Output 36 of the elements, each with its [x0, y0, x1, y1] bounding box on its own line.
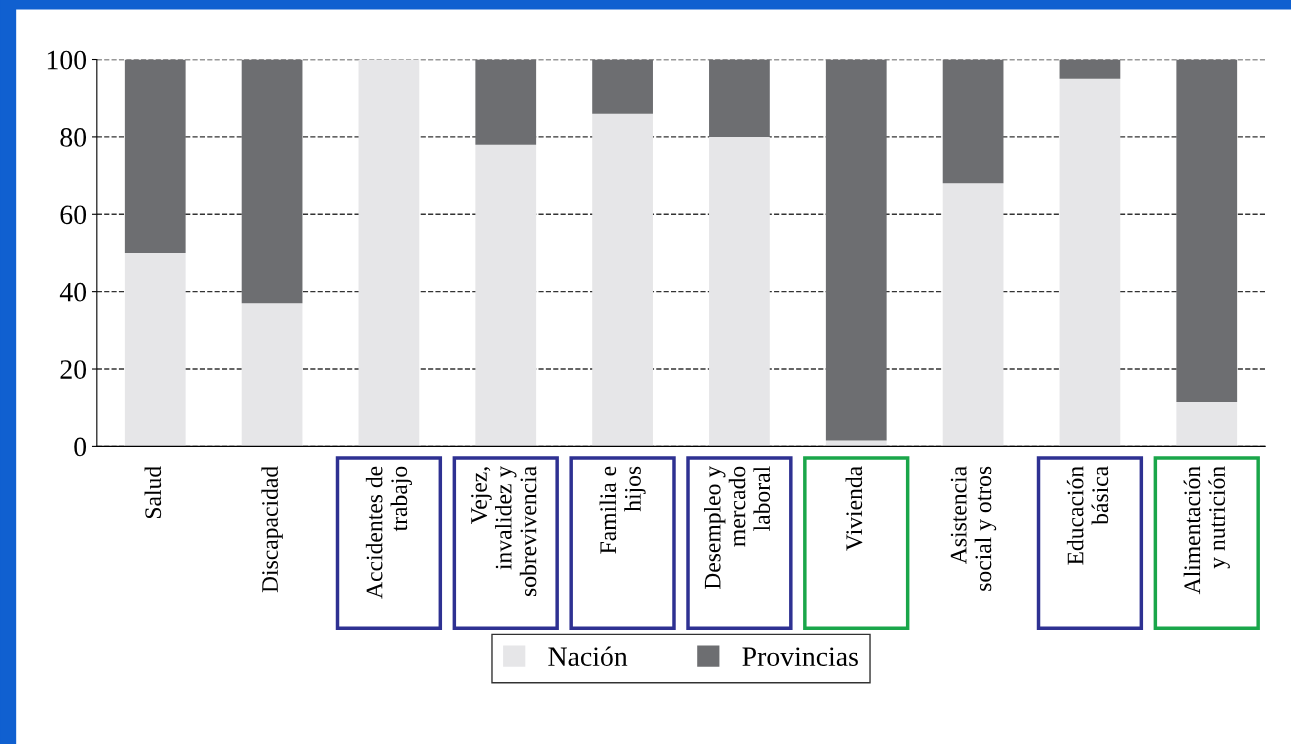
x-tick-label: Educación básica: [1066, 466, 1109, 565]
y-tick-label: 20: [60, 360, 87, 379]
x-tick-label: Asistencia social y otros: [950, 466, 997, 591]
bar: [241, 59, 303, 304]
bar: [1176, 59, 1238, 402]
bar: [1059, 59, 1121, 79]
bar: [124, 59, 186, 253]
bar: [942, 59, 1004, 184]
x-tick-label: Familia e hijos: [599, 466, 646, 554]
bar: [709, 59, 770, 137]
legend-label: Provincias: [742, 647, 858, 667]
bar: [825, 59, 887, 441]
bar: [592, 59, 653, 114]
bar: [358, 59, 420, 447]
bar: [475, 59, 537, 145]
bar: [475, 144, 537, 447]
bar: [709, 136, 770, 447]
bar: [1059, 78, 1121, 447]
bar: [942, 183, 1004, 447]
bar: [1176, 401, 1238, 447]
bar: [241, 303, 303, 447]
x-tick-label: Alimentación y nutrición: [1183, 466, 1230, 595]
y-tick-label: 0: [74, 437, 87, 457]
x-tick-label: Salud: [144, 466, 162, 519]
bar: [592, 113, 653, 447]
x-tick-label: Vivienda: [845, 466, 863, 551]
x-tick-label: Discapacidad: [261, 466, 283, 593]
y-tick-label: 80: [60, 128, 87, 147]
y-tick-label: 100: [47, 50, 87, 70]
x-tick-label: Desempleo y mercado laboral: [703, 465, 771, 590]
legend-label: Nación: [548, 646, 628, 667]
y-tick-label: 60: [60, 205, 87, 225]
x-tick-label: Accidentes de trabajo: [365, 466, 412, 599]
y-tick-label: 40: [59, 282, 87, 302]
bar: [124, 252, 186, 447]
x-tick-label: Vejez, invalidez y sobrevivencia: [471, 465, 537, 596]
